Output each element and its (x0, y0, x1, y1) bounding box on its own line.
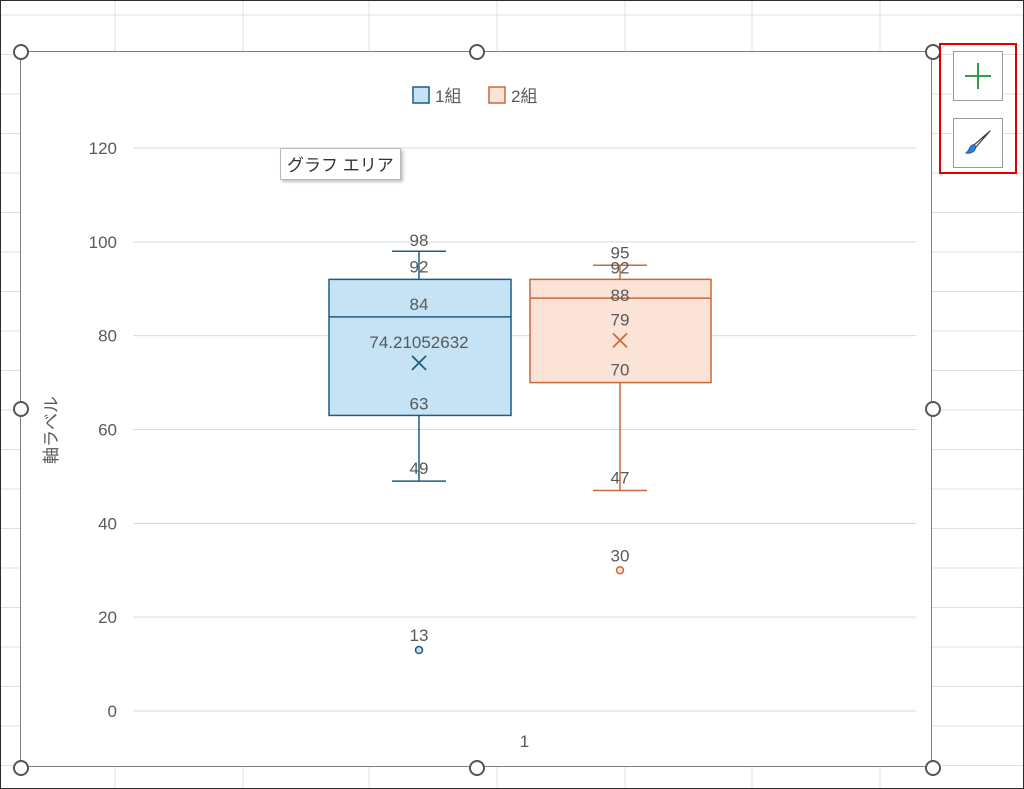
resize-handle-bottom-center[interactable] (469, 760, 485, 776)
outlier-point (414, 645, 424, 655)
mean-marker-stroke (411, 355, 427, 371)
resize-handle-top-left[interactable] (13, 44, 29, 60)
outlier-point (615, 566, 625, 575)
mean-marker-stroke (612, 332, 628, 348)
resize-handle-bottom-right[interactable] (925, 760, 941, 776)
y-tick-label: 120 (89, 139, 117, 158)
chart-area[interactable]: 0 20 40 60 80 100 120 1 軸ラベル 1組 2組 13 30 98 92 84 74.210… (20, 51, 932, 767)
data-label-q1: 70 (611, 361, 630, 380)
data-label-max: 98 (410, 231, 429, 250)
box-body (529, 278, 712, 384)
data-label-q3: 92 (611, 258, 630, 277)
resize-handle-middle-right[interactable] (925, 401, 941, 417)
data-label-min: 49 (410, 459, 429, 478)
outlier-label: 13 (410, 626, 429, 645)
y-tick-label: 60 (98, 421, 117, 440)
legend-label: 2組 (511, 87, 537, 106)
legend-swatch (488, 86, 506, 104)
chart-styles-button[interactable] (953, 118, 1003, 168)
data-label-max: 95 (611, 243, 630, 262)
resize-handle-bottom-left[interactable] (13, 760, 29, 776)
mean-marker (411, 355, 427, 371)
chart-plot: 0 20 40 60 80 100 120 1 軸ラベル 1組 2組 13 30 98 92 84 74.210… (42, 86, 916, 751)
legend-label: 1組 (435, 87, 461, 106)
outlier-label: 30 (611, 546, 630, 565)
data-label-min: 47 (611, 468, 630, 487)
resize-handle-middle-left[interactable] (13, 401, 29, 417)
data-label-mean: 74.21052632 (369, 333, 468, 352)
data-label-median: 84 (410, 295, 429, 314)
x-category-label: 1 (520, 732, 529, 751)
y-tick-label: 80 (98, 327, 117, 346)
data-label-q1: 63 (410, 394, 429, 413)
y-axis-title: 軸ラベル (42, 396, 61, 464)
y-tick-label: 40 (98, 514, 117, 533)
mean-marker (612, 332, 628, 348)
data-label-mean: 79 (611, 310, 630, 329)
chart-side-buttons-highlight (939, 43, 1017, 174)
chart-area-tooltip: グラフ エリア (280, 148, 401, 180)
resize-handle-top-center[interactable] (469, 44, 485, 60)
chart-elements-button[interactable] (953, 51, 1003, 101)
plus-icon (965, 63, 991, 89)
data-label-median: 88 (611, 286, 630, 305)
box-body (328, 278, 512, 417)
data-label-q3: 92 (410, 257, 429, 276)
y-tick-label: 20 (98, 608, 117, 627)
y-tick-label: 0 (108, 702, 117, 721)
y-tick-label: 100 (89, 233, 117, 252)
paintbrush-icon (964, 130, 991, 154)
legend-swatch (412, 86, 430, 104)
